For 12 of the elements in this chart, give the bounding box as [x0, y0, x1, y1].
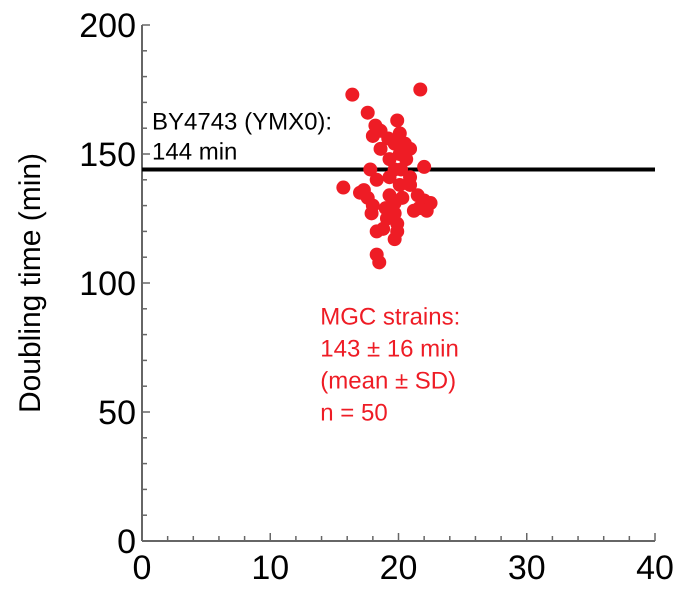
x-tick-label: 30	[508, 549, 546, 587]
y-tick-label: 50	[98, 394, 136, 432]
x-tick-label: 40	[636, 549, 674, 587]
x-tick-label: 10	[251, 549, 290, 587]
y-tick-label: 100	[79, 265, 136, 304]
x-tick-label: 20	[380, 549, 418, 587]
ref-line-label: BY4743 (YMX0): 144 min	[152, 108, 332, 166]
y-tick-label: 150	[79, 136, 136, 174]
annotation: MGC strains: 143 ± 16 min (mean ± SD) n = 50	[320, 303, 460, 426]
y-tick-label: 200	[79, 7, 136, 46]
y-axis-title: Doubling time (min)	[14, 152, 47, 414]
y-tick-label: 0	[117, 523, 136, 562]
